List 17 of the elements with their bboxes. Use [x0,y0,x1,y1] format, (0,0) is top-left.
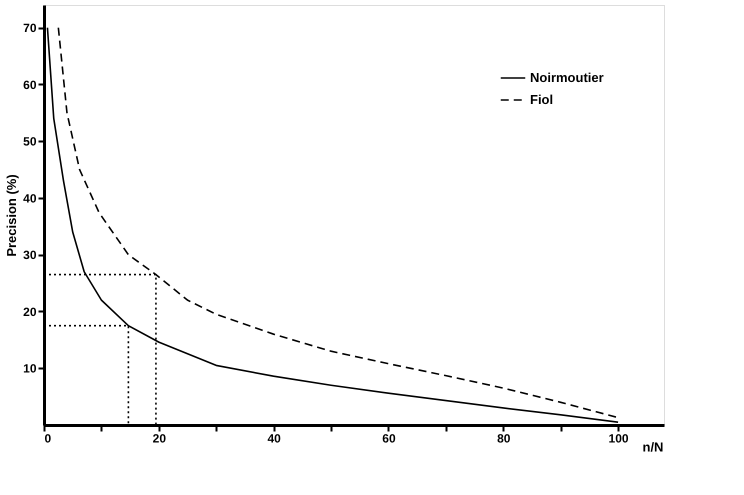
y-tick-label: 70 [23,21,37,36]
y-axis-title: Precision (%) [4,174,20,257]
y-tick-label: 60 [23,78,37,92]
legend-label: Fiol [530,92,554,107]
x-tick-label: 0 [44,432,52,446]
y-tick-label: 50 [23,134,37,149]
y-tick-label: 30 [23,248,37,262]
y-tick-label: 10 [23,362,37,376]
y-tick-label: 20 [23,304,37,319]
x-tick-label: 60 [382,432,396,446]
x-axis-title: n/N [642,440,664,454]
y-tick-label: 40 [23,191,37,206]
x-tick-label: 40 [267,432,282,446]
legend-label: Noirmoutier [530,70,604,85]
x-tick-label: 20 [152,432,166,446]
x-tick-label: 80 [497,432,511,446]
x-tick-label: 100 [608,432,629,446]
